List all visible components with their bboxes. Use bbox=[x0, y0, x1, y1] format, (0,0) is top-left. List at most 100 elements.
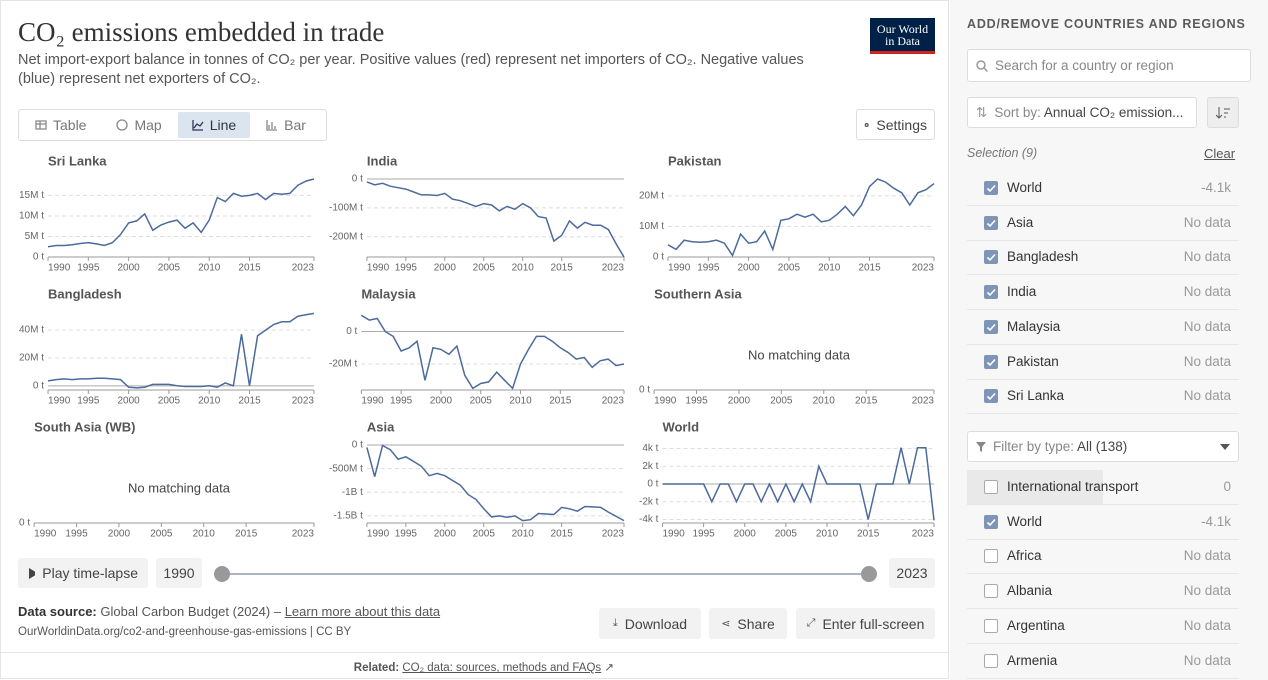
x-tick-label: 2010 bbox=[509, 396, 532, 407]
sidebar: ADD/REMOVE COUNTRIES AND REGIONS Search … bbox=[950, 0, 1268, 680]
list-row[interactable]: Pakistan No data bbox=[967, 345, 1239, 380]
tab-bar: Table Map Line Bar bbox=[18, 109, 327, 141]
list-row[interactable]: Asia No data bbox=[967, 206, 1239, 241]
list-row[interactable]: Albania No data bbox=[967, 574, 1239, 610]
checkbox[interactable] bbox=[984, 514, 998, 529]
x-tick-label: 2005 bbox=[158, 396, 181, 407]
data-line bbox=[360, 314, 625, 390]
tab[interactable]: Table bbox=[21, 112, 100, 138]
data-line bbox=[47, 178, 315, 248]
checkbox[interactable] bbox=[984, 618, 998, 633]
panel-title: Southern Asia bbox=[654, 286, 742, 301]
search-box[interactable]: Search for a country or region bbox=[967, 49, 1251, 82]
entity-value: -4.1k bbox=[1200, 513, 1231, 529]
list-row[interactable]: Africa No data bbox=[967, 539, 1239, 575]
entity-value: -4.1k bbox=[1200, 180, 1231, 195]
filter-label: Filter by type: bbox=[993, 439, 1075, 454]
check-mark bbox=[986, 393, 996, 401]
checkbox[interactable] bbox=[984, 389, 998, 404]
list-row[interactable]: World -4.1k bbox=[967, 171, 1239, 206]
slider-handle[interactable] bbox=[861, 566, 877, 582]
checkbox[interactable] bbox=[984, 354, 998, 369]
list-row[interactable]: Armenia No data bbox=[967, 644, 1239, 679]
tab[interactable]: Bar bbox=[252, 112, 320, 138]
checkbox[interactable] bbox=[984, 285, 998, 300]
list-row[interactable]: India No data bbox=[967, 275, 1239, 311]
y-tick-label: 0 t bbox=[346, 326, 357, 337]
tab[interactable]: Line bbox=[177, 112, 251, 138]
checkbox[interactable] bbox=[984, 181, 998, 195]
selection-count: Selection (9) bbox=[967, 146, 1038, 160]
checkbox[interactable] bbox=[984, 549, 998, 564]
list-row[interactable]: Malaysia No data bbox=[967, 310, 1239, 345]
sort-dropdown[interactable]: ⇅ Sort by: Annual CO₂ emission... bbox=[967, 97, 1197, 128]
logo[interactable]: Our World in Data bbox=[870, 18, 935, 54]
check-mark bbox=[986, 219, 996, 227]
clear-button[interactable]: Clear bbox=[1204, 146, 1236, 161]
list-row[interactable]: International transport 0 bbox=[967, 470, 1239, 505]
tab[interactable]: Map bbox=[102, 112, 175, 138]
checkbox[interactable] bbox=[984, 250, 998, 265]
slider[interactable] bbox=[211, 563, 881, 585]
x-tick-label: 1995 bbox=[697, 263, 720, 274]
no-data-note: No matching data bbox=[748, 347, 851, 362]
source-link[interactable]: Learn more about this data bbox=[284, 604, 441, 619]
list-row[interactable]: Bangladesh No data bbox=[967, 240, 1239, 276]
check-shape bbox=[986, 393, 996, 401]
x-tick-label: 1990 bbox=[34, 529, 57, 540]
data-line bbox=[662, 446, 935, 521]
entity-value: No data bbox=[1183, 617, 1231, 633]
x-tick-label: 2005 bbox=[150, 529, 173, 540]
checkbox[interactable] bbox=[984, 653, 998, 668]
tab-label: Bar bbox=[284, 117, 306, 133]
filter-dropdown[interactable]: Filter by type: All (138) bbox=[967, 431, 1239, 462]
entity-name: Malaysia bbox=[1007, 318, 1061, 334]
settings-button[interactable]: Settings bbox=[856, 109, 935, 140]
entity-name: Armenia bbox=[1007, 652, 1058, 668]
y-tick-label: 0 t bbox=[33, 380, 44, 391]
start-year: 1990 bbox=[156, 558, 202, 588]
footer-button[interactable]: ⋖ Share bbox=[709, 608, 787, 639]
entity-value: No data bbox=[1183, 284, 1231, 300]
list-row[interactable]: Argentina No data bbox=[967, 609, 1239, 644]
icon-shape bbox=[192, 120, 204, 131]
x-tick-label: 1990 bbox=[662, 529, 685, 540]
x-tick-label: 1990 bbox=[668, 263, 691, 274]
checkbox[interactable] bbox=[984, 480, 998, 494]
y-tick-label: -20M t bbox=[329, 359, 358, 370]
checkbox[interactable] bbox=[984, 319, 998, 334]
footer-button[interactable]: ⤓ Download bbox=[599, 608, 701, 639]
subtitle: Net import-export balance in tonnes of C… bbox=[18, 52, 804, 87]
y-tick-label: 10M t bbox=[639, 221, 664, 232]
x-tick-label: 2005 bbox=[473, 263, 496, 274]
entity-value: No data bbox=[1183, 249, 1231, 265]
x-tick-label: 1990 bbox=[48, 396, 71, 407]
footer-button[interactable]: ⤢ Enter full-screen bbox=[796, 608, 935, 639]
x-tick-label: 1995 bbox=[395, 529, 418, 540]
entity-value: No data bbox=[1183, 214, 1231, 230]
slider-handle[interactable] bbox=[214, 566, 230, 582]
x-tick-label: 1990 bbox=[367, 529, 390, 540]
x-tick-label: 1995 bbox=[395, 263, 418, 274]
data-line bbox=[47, 312, 315, 389]
play-label: Play time-lapse bbox=[42, 565, 138, 581]
search-icon bbox=[976, 59, 988, 72]
related-link[interactable]: CO₂ data: sources, methods and FAQs bbox=[402, 662, 602, 674]
checkbox[interactable] bbox=[984, 215, 998, 230]
entity-value: No data bbox=[1183, 388, 1231, 404]
list-row[interactable]: Sri Lanka No data bbox=[967, 379, 1239, 415]
check-mark bbox=[986, 323, 996, 331]
x-tick-label: 2023 bbox=[912, 396, 935, 407]
entity-value: No data bbox=[1183, 318, 1231, 334]
entity-value: 0 bbox=[1223, 479, 1231, 494]
list-row[interactable]: World -4.1k bbox=[967, 505, 1239, 540]
check-shape bbox=[986, 358, 996, 366]
play-button[interactable]: Play time-lapse bbox=[18, 558, 148, 588]
panel-title: Malaysia bbox=[361, 286, 416, 301]
button-icon: ⋖ bbox=[721, 618, 731, 630]
sort-order-button[interactable] bbox=[1207, 97, 1239, 128]
x-tick-label: 2015 bbox=[857, 529, 880, 540]
checkbox[interactable] bbox=[984, 584, 998, 599]
gear-icon bbox=[864, 122, 869, 127]
entity-name: Pakistan bbox=[1007, 353, 1059, 369]
